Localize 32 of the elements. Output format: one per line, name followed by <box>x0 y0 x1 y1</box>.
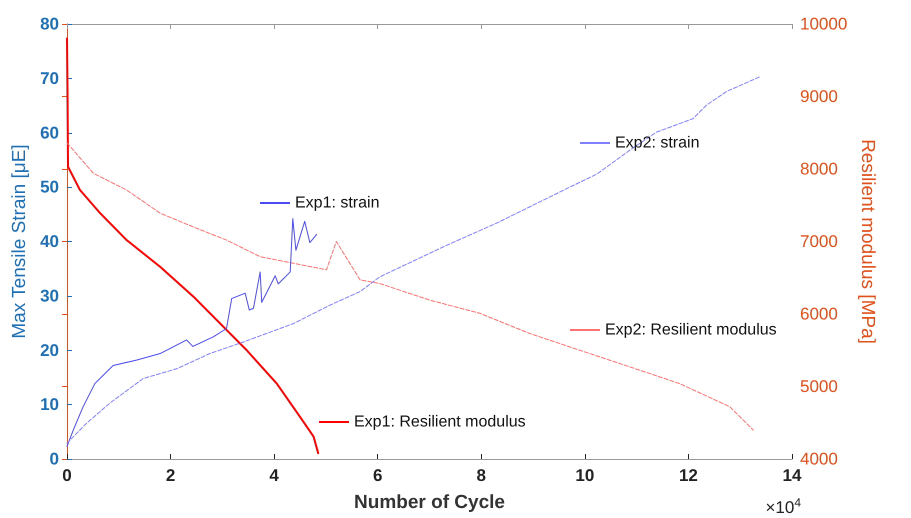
y2-tick-label: 10000 <box>800 14 848 34</box>
y-axis-title: Max Tensile Strain [μE] <box>9 144 30 339</box>
x-tick-label: 10 <box>575 466 594 485</box>
x-tick-label: 6 <box>372 466 382 485</box>
x-tick-label: 12 <box>678 466 698 485</box>
line-series <box>66 218 318 447</box>
x-axis-title: Number of Cycle <box>354 492 505 513</box>
y-tick-label: 30 <box>40 286 59 306</box>
legend-label: Exp1: Resilient modulus <box>354 414 526 430</box>
y-tick-label: 70 <box>40 68 59 88</box>
x-tick-label: 0 <box>62 466 72 485</box>
x-tick-label: 2 <box>166 466 176 485</box>
y2-tick-label: 8000 <box>800 160 838 178</box>
y2-tick-label: 6000 <box>800 304 838 324</box>
y-tick-label: 0 <box>50 450 59 468</box>
y2-axis-title: Resilient modulus [MPa] <box>857 139 878 344</box>
y-tick-label: 10 <box>40 395 59 414</box>
y2-tick-label: 5000 <box>800 377 838 396</box>
x-tick-label: 14 <box>782 466 802 485</box>
y2-tick-label: 7000 <box>800 232 838 251</box>
y-tick-label: 60 <box>40 123 59 142</box>
y-tick-label: 80 <box>40 14 59 34</box>
x-tick-label: 4 <box>269 466 280 485</box>
y-tick-label: 40 <box>40 232 59 251</box>
y-tick-label: 20 <box>40 340 59 360</box>
legend-label: Exp2: strain <box>615 134 700 152</box>
legend-label: Exp1: strain <box>295 194 380 212</box>
y2-tick-label: 9000 <box>800 87 838 106</box>
legend-label: Exp2: Resilient modulus <box>605 322 777 338</box>
y2-tick-label: 4000 <box>800 450 838 468</box>
y-tick-label: 50 <box>40 178 59 197</box>
x-tick-label: 8 <box>476 466 486 485</box>
